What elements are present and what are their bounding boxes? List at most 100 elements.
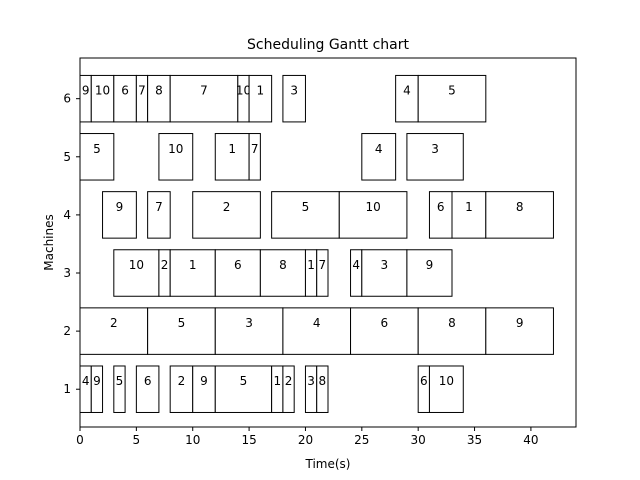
task-bar [147, 307, 216, 355]
task-bar [361, 249, 408, 297]
task-bar [214, 365, 273, 413]
task-label: 8 [155, 84, 163, 98]
task-bar [428, 191, 453, 239]
y-tick-label: 4 [63, 208, 71, 222]
task-label: 3 [245, 316, 253, 330]
task-bar [113, 365, 126, 413]
task-label: 2 [223, 200, 231, 214]
task-bar [248, 133, 261, 181]
task-label: 4 [313, 316, 321, 330]
task-bar [282, 307, 352, 355]
task-bar [304, 365, 318, 413]
task-bar [271, 365, 284, 413]
task-bar [259, 249, 306, 297]
task-bar [406, 249, 453, 297]
task-label: 3 [431, 142, 439, 156]
task-bar [79, 133, 115, 181]
x-tick-label: 10 [185, 433, 200, 447]
y-tick-label: 3 [63, 266, 71, 280]
task-label: 9 [516, 316, 524, 330]
task-label: 6 [121, 84, 129, 98]
task-bar [214, 307, 284, 355]
task-label: 10 [236, 84, 251, 98]
task-label: 1 [465, 200, 473, 214]
task-bar [147, 74, 171, 123]
task-bar [350, 307, 419, 355]
x-tick-label: 35 [467, 433, 482, 447]
task-label: 1 [189, 258, 197, 272]
x-axis-label: Time(s) [305, 457, 351, 471]
task-bar [214, 249, 261, 297]
task-label: 9 [426, 258, 434, 272]
task-label: 7 [251, 142, 259, 156]
task-label: 5 [302, 200, 310, 214]
task-bar [169, 365, 194, 413]
task-label: 4 [82, 374, 90, 388]
task-label: 1 [257, 84, 265, 98]
task-label: 1 [273, 374, 281, 388]
task-bar [304, 249, 318, 297]
task-label: 4 [375, 142, 383, 156]
task-bar [192, 365, 216, 413]
task-bar [102, 191, 137, 239]
task-bar [417, 74, 487, 123]
x-tick-label: 30 [411, 433, 426, 447]
task-bar [135, 74, 149, 123]
task-label: 10 [95, 84, 110, 98]
task-label: 3 [381, 258, 389, 272]
task-bar [192, 191, 261, 239]
task-label: 10 [365, 200, 380, 214]
y-tick-label: 1 [63, 382, 71, 396]
chart-title: Scheduling Gantt chart [247, 37, 409, 53]
task-bar [113, 249, 160, 297]
task-label: 7 [319, 258, 327, 272]
task-bar [428, 365, 464, 413]
task-label: 2 [161, 258, 169, 272]
task-label: 2 [110, 316, 118, 330]
task-bar [90, 365, 104, 413]
x-tick-label: 20 [298, 433, 313, 447]
task-bar [417, 365, 430, 413]
task-bar [485, 307, 554, 355]
task-bar [271, 191, 340, 239]
task-bar [451, 191, 487, 239]
task-label: 6 [420, 374, 428, 388]
y-tick-label: 6 [63, 92, 71, 106]
task-bar [282, 74, 306, 123]
task-label: 3 [290, 84, 298, 98]
task-label: 1 [228, 142, 236, 156]
task-label: 9 [82, 84, 90, 98]
task-label: 8 [279, 258, 287, 272]
y-tick-label: 2 [63, 324, 71, 338]
task-label: 9 [93, 374, 101, 388]
task-label: 7 [155, 200, 163, 214]
task-label: 5 [178, 316, 186, 330]
task-label: 8 [516, 200, 524, 214]
task-label: 2 [285, 374, 293, 388]
task-bar [169, 249, 216, 297]
task-bar [237, 74, 250, 123]
task-bar [248, 74, 273, 123]
task-label: 6 [437, 200, 445, 214]
bars-layer: 4 9 5 6 2 9 5 1 2 3 8 6 102 5 3 4 6 8 910 2 1 6 8 1 7 4 3 99 7 2 5 10 6 1… [79, 74, 554, 413]
task-label: 9 [200, 374, 208, 388]
task-bar [113, 74, 137, 123]
task-label: 2 [178, 374, 186, 388]
task-bar [338, 191, 408, 239]
task-bar [158, 249, 171, 297]
task-bar [395, 74, 419, 123]
task-bar [79, 307, 149, 355]
x-tick-label: 5 [133, 433, 141, 447]
task-label: 8 [319, 374, 327, 388]
task-bar [406, 133, 464, 181]
x-tick-label: 0 [76, 433, 84, 447]
task-bar [169, 74, 239, 123]
task-label: 8 [448, 316, 456, 330]
task-bar [79, 74, 92, 123]
task-bar [135, 365, 160, 413]
task-bar [282, 365, 295, 413]
task-bar [316, 365, 329, 413]
task-label: 10 [168, 142, 183, 156]
task-label: 5 [93, 142, 101, 156]
